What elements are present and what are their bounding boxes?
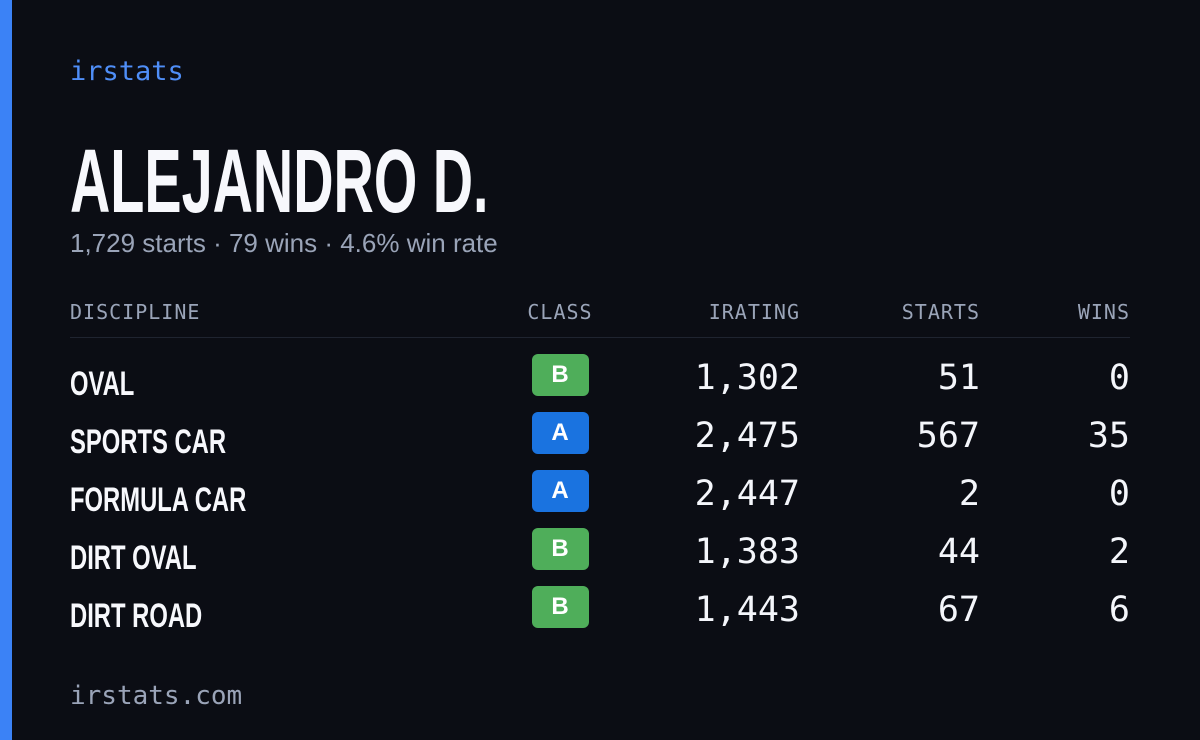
class-badge: A (531, 412, 589, 454)
class-badge: B (531, 528, 589, 570)
stat-value: 51 (937, 358, 980, 398)
class-badge: B (531, 586, 589, 628)
discipline: DIRT OVAL (70, 539, 197, 577)
class-badge: A (531, 470, 589, 512)
driver-name: ALEJANDRO D. (70, 132, 489, 232)
stat-value: 0 (1108, 474, 1130, 514)
stat-value: 35 (1087, 416, 1130, 456)
stat-value: 1,443 (694, 590, 800, 630)
brand: irstats (70, 56, 184, 87)
class-badge: B (531, 354, 589, 396)
stat-value: 0 (1108, 358, 1130, 398)
stat-value: 2 (958, 474, 980, 514)
column-header: STARTS (901, 300, 980, 324)
column-header: IRATING (708, 300, 800, 324)
discipline: OVAL (70, 365, 135, 403)
stat-value: 1,383 (694, 532, 800, 572)
stat-value: 2,447 (694, 474, 800, 514)
summary: 1,729 starts · 79 wins · 4.6% win rate (70, 228, 498, 258)
column-header: DISCIPLINE (70, 300, 201, 324)
discipline: DIRT ROAD (70, 597, 203, 635)
stat-value: 6 (1108, 590, 1130, 630)
discipline: FORMULA CAR (70, 481, 247, 519)
stat-value: 67 (937, 590, 980, 630)
header-separator (70, 337, 1130, 338)
column-header: CLASS (527, 300, 593, 324)
stat-value: 2 (1108, 532, 1130, 572)
stat-value: 2,475 (694, 416, 800, 456)
stat-value: 1,302 (694, 358, 800, 398)
stat-value: 44 (937, 532, 980, 572)
accent-bar (0, 0, 12, 740)
stat-value: 567 (916, 416, 980, 456)
column-header: WINS (1077, 300, 1130, 324)
discipline: SPORTS CAR (70, 423, 227, 461)
footer: irstats.com (70, 681, 243, 711)
